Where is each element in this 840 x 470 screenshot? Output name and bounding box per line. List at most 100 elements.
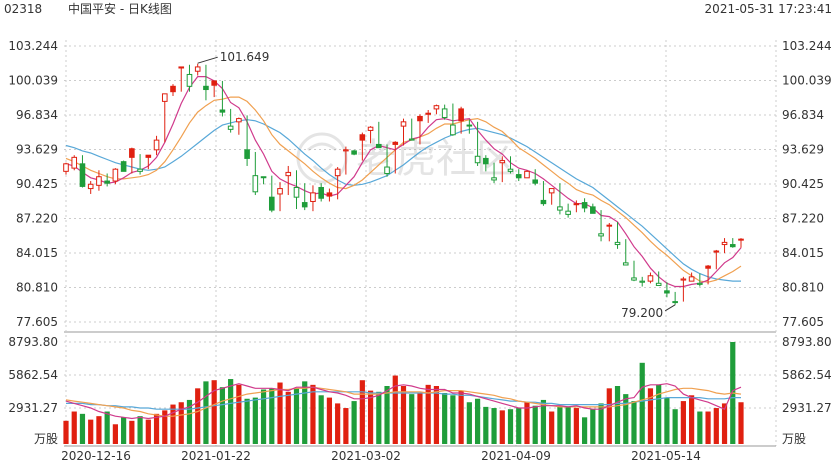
volume-bar xyxy=(392,375,398,444)
candle xyxy=(268,175,275,213)
candle-body xyxy=(721,241,728,246)
candle xyxy=(672,291,678,305)
volume-bar xyxy=(129,420,135,444)
price-tick-right: 100.039 xyxy=(782,74,832,88)
candle xyxy=(565,203,571,218)
price-tick-left: 96.834 xyxy=(16,108,58,122)
candle xyxy=(483,155,489,172)
candle xyxy=(161,93,168,143)
candle-body xyxy=(655,282,662,286)
candle xyxy=(581,198,588,213)
candle xyxy=(252,151,259,196)
candle-body xyxy=(483,157,489,165)
candle xyxy=(614,221,621,249)
candle-body xyxy=(104,180,110,184)
price-tick-left: 90.425 xyxy=(16,177,58,191)
volume-bar xyxy=(63,420,69,444)
volume-bar xyxy=(417,392,423,444)
candle xyxy=(318,183,324,202)
candle-body xyxy=(137,168,143,172)
volume-ma10-line xyxy=(65,386,742,417)
candle-body xyxy=(631,277,637,281)
candle-body xyxy=(441,108,448,119)
candle-body xyxy=(392,141,399,145)
candle xyxy=(458,106,464,134)
volume-bar xyxy=(137,416,143,444)
candle-body xyxy=(268,196,275,211)
volume-unit-left: 万股 xyxy=(34,432,58,446)
candle-body xyxy=(622,262,629,266)
volume-ma-lines xyxy=(65,383,742,420)
candle-body xyxy=(548,188,555,194)
candle-body xyxy=(87,183,94,190)
volume-ma20-line xyxy=(66,391,741,410)
candle-body xyxy=(359,134,366,141)
candle-body xyxy=(507,168,514,172)
candle-body xyxy=(301,202,308,208)
volume-bar xyxy=(203,381,209,444)
candle xyxy=(729,238,736,248)
candle xyxy=(227,108,234,133)
candle-body xyxy=(466,124,473,127)
candle-body xyxy=(417,115,423,122)
candle-body xyxy=(458,108,464,122)
candle xyxy=(153,135,160,156)
candle-body xyxy=(565,210,571,215)
price-tick-right: 103.244 xyxy=(782,39,832,53)
candle-body xyxy=(639,280,646,283)
candle-body xyxy=(499,160,506,164)
candle xyxy=(244,115,250,166)
candle-body xyxy=(120,161,127,172)
volume-bar xyxy=(376,391,382,444)
volume-bar xyxy=(581,417,588,444)
volume-bar xyxy=(433,386,440,444)
low-pointer xyxy=(664,304,676,312)
candle-body xyxy=(71,156,78,169)
candle-body xyxy=(672,301,678,304)
price-tick-right: 84.015 xyxy=(782,246,824,260)
candle xyxy=(705,265,711,285)
candle xyxy=(680,276,687,302)
volume-bar xyxy=(532,405,538,444)
candle-body xyxy=(738,238,744,241)
candle xyxy=(721,238,728,254)
candle-body xyxy=(63,163,69,172)
candle xyxy=(598,210,604,242)
candle xyxy=(186,64,193,92)
candle xyxy=(491,162,497,184)
candlesticks xyxy=(63,63,744,305)
candle xyxy=(697,273,703,287)
price-tick-right: 96.834 xyxy=(782,108,824,122)
candle-body xyxy=(425,112,431,115)
price-tick-left: 80.810 xyxy=(16,281,58,295)
volume-bar xyxy=(557,405,563,444)
candle-body xyxy=(598,233,604,237)
candle xyxy=(573,200,580,213)
volume-bar xyxy=(145,419,151,444)
candle-body xyxy=(688,276,695,282)
candle-body xyxy=(384,166,390,174)
volume-bar xyxy=(606,388,612,444)
price-tick-right: 77.605 xyxy=(782,315,824,329)
candle xyxy=(285,165,292,196)
candle xyxy=(647,272,654,284)
candle xyxy=(236,117,242,135)
high-label: 101.649 xyxy=(220,50,270,64)
volume-ma5-line xyxy=(65,383,742,420)
candle xyxy=(326,188,333,202)
candle-body xyxy=(211,80,217,86)
volume-bar xyxy=(96,416,102,444)
candle-body xyxy=(153,139,160,151)
candle-body xyxy=(203,85,209,91)
volume-bar xyxy=(88,419,94,444)
low-label: 79.200 xyxy=(621,306,663,320)
volume-bar xyxy=(260,389,267,444)
candle xyxy=(277,182,283,212)
candle-body xyxy=(367,126,374,131)
candle-body xyxy=(573,203,580,206)
candle xyxy=(359,132,366,161)
candle-body xyxy=(680,278,687,281)
volume-bar xyxy=(549,411,555,444)
volume-bar xyxy=(343,408,349,444)
candle-body xyxy=(433,105,440,110)
